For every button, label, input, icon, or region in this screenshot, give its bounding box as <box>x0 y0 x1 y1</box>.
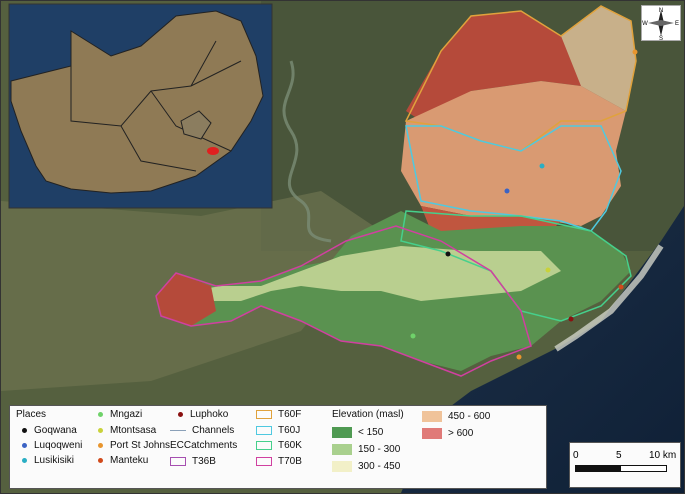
channel-line-icon <box>170 430 186 431</box>
legend-place-item: Luphoko <box>178 409 228 420</box>
north-label: N <box>659 8 663 14</box>
legend-elevation-item: 300 - 450 <box>332 461 400 472</box>
place-marker-lusikisiki <box>539 163 545 169</box>
legend-place-label: Goqwana <box>34 425 77 436</box>
legend-place-label: Mngazi <box>110 409 143 420</box>
elevation-mid-north <box>401 81 626 226</box>
place-marker-luphoko <box>568 316 574 322</box>
legend-catchment-item: T70B <box>256 456 302 467</box>
legend-elevation-item: < 150 <box>332 427 383 438</box>
legend-catchment-item: T60F <box>256 409 301 420</box>
place-dot-icon <box>98 458 103 463</box>
place-marker-port-st-johns-2 <box>632 49 638 55</box>
catchment-t60k <box>400 210 632 322</box>
legend-catchment-label: T60F <box>278 409 302 420</box>
catchment-box-icon <box>256 426 272 435</box>
legend-catchment-item: T36B <box>170 456 216 467</box>
north-arrow: N S E W <box>641 5 681 42</box>
legend-place-item: Port St Johns <box>98 440 170 451</box>
legend-place-item: Mngazi <box>98 409 142 420</box>
scale-bar: 0 5 10 km <box>569 442 681 488</box>
legend-elevation-label: 300 - 450 <box>358 461 401 472</box>
legend-elevation-item: 150 - 300 <box>332 444 400 455</box>
elevation-west-high <box>156 273 216 326</box>
inset-south-africa <box>10 10 264 194</box>
scale-segment-dark <box>575 465 622 472</box>
legend-elevation-title: Elevation (masl) <box>332 409 404 420</box>
legend-elevation-item: > 600 <box>422 428 473 439</box>
scale-tick-5: 5 <box>616 450 622 461</box>
legend-place-label: Manteku <box>110 455 149 466</box>
legend-place-item: Lusikisiki <box>22 455 74 466</box>
scale-segment-light <box>620 465 667 472</box>
place-dot-icon <box>98 412 103 417</box>
legend-channels-item: Channels <box>170 425 234 436</box>
place-dot-icon <box>98 428 103 433</box>
catchment-box-icon <box>170 457 186 466</box>
elevation-swatch-icon <box>332 427 352 438</box>
legend-place-item: Mtontsasa <box>98 425 156 436</box>
river <box>282 60 332 243</box>
place-marker-luqoqweni <box>504 188 510 194</box>
legend-place-label: Lusikisiki <box>34 455 75 466</box>
inset-study-area-marker <box>207 147 219 155</box>
west-label: W <box>642 21 648 27</box>
place-dot-icon <box>178 412 183 417</box>
elevation-mid-light <box>561 6 636 111</box>
legend-catchment-label: T60J <box>278 425 301 436</box>
legend-elevation-label: 150 - 300 <box>358 444 401 455</box>
legend-place-label: Mtontsasa <box>110 425 157 436</box>
south-label: S <box>659 36 663 40</box>
place-marker-manteku <box>618 284 624 290</box>
elevation-swatch-icon <box>332 461 352 472</box>
place-dot-icon <box>22 443 27 448</box>
place-marker-mtontsasa <box>545 267 551 273</box>
place-marker-mngazi <box>410 333 416 339</box>
catchment-box-icon <box>256 457 272 466</box>
elevation-swatch-icon <box>332 444 352 455</box>
inset-lesotho <box>180 110 212 140</box>
legend-elevation-item: 450 - 600 <box>422 411 490 422</box>
legend-elevation-label: > 600 <box>448 428 474 439</box>
catchment-t70b <box>155 225 532 377</box>
elevation-swatch-icon <box>422 411 442 422</box>
place-marker-goqwana <box>445 251 451 257</box>
legend-place-item: Goqwana <box>22 425 77 436</box>
legend-catchment-label: T70B <box>278 456 302 467</box>
place-dot-icon <box>22 458 27 463</box>
legend-place-label: Port St Johns <box>110 440 171 451</box>
legend-place-item: Luqoqweni <box>22 440 82 451</box>
catchment-t60j <box>405 125 622 232</box>
legend-catchment-item: T60K <box>256 440 302 451</box>
elevation-mid-south <box>191 246 561 301</box>
elevation-swatch-icon <box>422 428 442 439</box>
legend-place-label: Luphoko <box>190 409 229 420</box>
coastline-beach <box>554 244 664 352</box>
scale-tick-0: 0 <box>573 450 579 461</box>
legend-catchment-item: T60J <box>256 425 300 436</box>
legend-elevation-label: < 150 <box>358 427 384 438</box>
legend-panel: Places Goqwana Luqoqweni Lusikisiki Mnga… <box>9 405 547 489</box>
catchment-box-icon <box>256 441 272 450</box>
legend-elevation-label: 450 - 600 <box>448 411 491 422</box>
place-dot-icon <box>98 443 103 448</box>
compass-icon: N S E W <box>642 8 679 42</box>
legend-place-label: Luqoqweni <box>34 440 83 451</box>
catchment-box-icon <box>256 410 272 419</box>
place-marker-port-st-johns <box>516 354 522 360</box>
legend-places-title: Places <box>16 409 47 420</box>
inset-province-lines <box>70 40 242 172</box>
scale-tick-10: 10 km <box>649 450 677 461</box>
legend-catchment-label: T36B <box>192 456 216 467</box>
legend-place-item: Manteku <box>98 455 148 466</box>
legend-catchment-label: T60K <box>278 440 302 451</box>
legend-channels-label: Channels <box>192 425 235 436</box>
legend-catchments-title: ECCatchments <box>170 440 238 451</box>
east-label: E <box>675 21 679 27</box>
inset-map <box>8 3 273 209</box>
place-dot-icon <box>22 428 27 433</box>
